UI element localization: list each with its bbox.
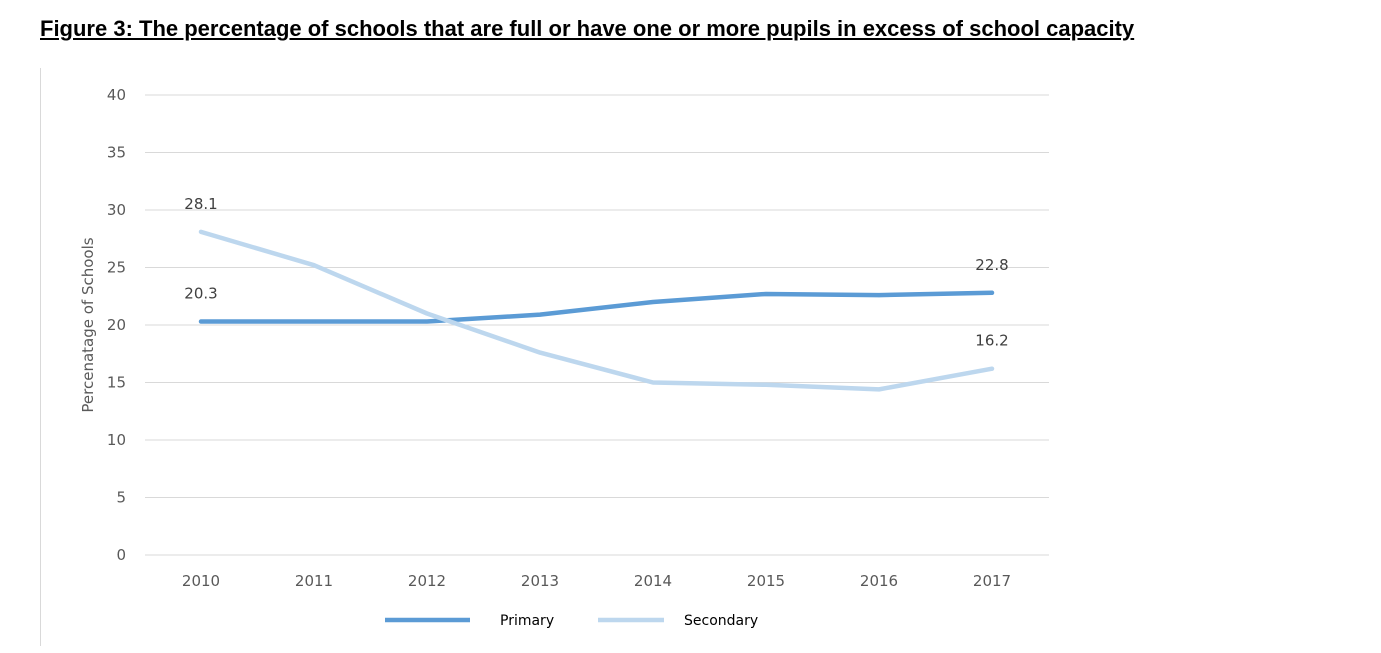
data-point-secondary [990,366,994,371]
legend-label-secondary: Secondary [684,613,758,629]
x-tick-label: 2016 [860,572,898,590]
left-border [40,68,41,646]
y-axis-title: Percenatage of Schools [79,237,97,412]
data-point-primary [312,319,316,324]
data-point-secondary [764,382,768,387]
gridlines [145,94,1049,556]
legend-label-primary: Primary [500,613,554,629]
figure-title: Figure 3: The percentage of schools that… [40,16,1135,41]
x-tick-label: 2014 [634,572,672,590]
x-tick-label: 2011 [295,572,333,590]
y-tick-label: 15 [107,374,126,392]
data-label-primary: 22.8 [975,256,1008,274]
y-tick-label: 30 [107,201,126,219]
y-tick-label: 20 [107,316,126,334]
data-point-secondary [538,350,542,355]
data-point-secondary [312,263,316,268]
x-tick-label: 2012 [408,572,446,590]
x-tick-label: 2017 [973,572,1011,590]
series-line-primary [198,290,995,324]
series-lines [198,229,995,392]
y-tick-label: 40 [107,86,126,104]
data-point-secondary [425,311,429,316]
series-line-secondary [198,229,995,392]
data-point-secondary [877,387,881,392]
data-point-primary [538,312,542,317]
data-point-primary [425,319,429,324]
data-labels: 20.3 22.8 28.1 16.2 [184,195,1008,350]
data-point-primary [990,290,994,295]
x-axis-ticks: 2010 2011 2012 2013 2014 2015 2016 2017 [182,572,1011,590]
y-tick-label: 25 [107,259,126,277]
data-label-secondary: 16.2 [975,332,1008,350]
y-axis-ticks: 0 5 10 15 20 25 30 35 40 [107,86,126,564]
data-label-secondary: 28.1 [184,195,217,213]
data-point-primary [651,300,655,304]
data-point-secondary [651,380,655,385]
x-tick-label: 2010 [182,572,220,590]
data-point-primary [877,293,881,298]
data-point-secondary [199,229,203,234]
y-tick-label: 10 [107,431,126,449]
y-tick-label: 0 [116,546,126,564]
x-tick-label: 2015 [747,572,785,590]
y-tick-label: 5 [116,489,126,507]
data-point-primary [764,291,768,296]
x-tick-label: 2013 [521,572,559,590]
data-label-primary: 20.3 [184,285,217,303]
y-tick-label: 35 [107,144,126,162]
data-point-primary [199,319,203,324]
legend: Primary Secondary [385,613,758,629]
